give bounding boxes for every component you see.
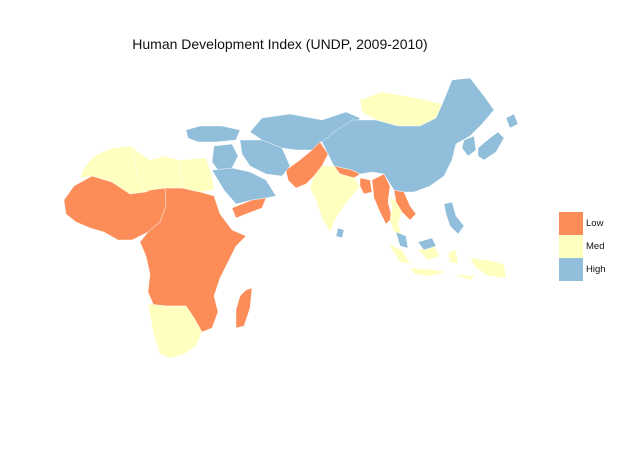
region-southern-africa xyxy=(147,303,203,359)
region-madagascar xyxy=(235,287,253,329)
region-india xyxy=(309,165,361,233)
region-indonesia xyxy=(387,243,507,281)
legend-item-high: High xyxy=(559,258,639,281)
legend-swatch-med xyxy=(559,235,583,258)
region-korea xyxy=(461,135,477,157)
legend-swatch-high xyxy=(559,258,583,281)
legend-item-low: Low xyxy=(559,212,639,235)
region-japan xyxy=(477,113,519,161)
region-turkey xyxy=(185,125,241,143)
region-sri-lanka xyxy=(335,227,345,239)
region-central-east-africa xyxy=(139,187,247,333)
region-thailand xyxy=(389,195,403,235)
region-egypt xyxy=(179,157,215,193)
legend-swatch-low xyxy=(559,212,583,235)
region-china xyxy=(321,77,495,193)
legend-label-low: Low xyxy=(586,218,604,229)
legend-label-med: Med xyxy=(586,241,605,252)
region-libya-tunisia xyxy=(131,145,183,193)
region-philippines xyxy=(443,201,465,235)
legend: Low Med High xyxy=(559,212,639,281)
region-saudi-gulf xyxy=(211,167,277,205)
legend-item-med: Med xyxy=(559,235,639,258)
legend-label-high: High xyxy=(586,264,606,275)
map-title: Human Development Index (UNDP, 2009-2010… xyxy=(132,36,428,52)
region-middle-east xyxy=(211,143,239,171)
region-malaysia xyxy=(395,231,437,251)
